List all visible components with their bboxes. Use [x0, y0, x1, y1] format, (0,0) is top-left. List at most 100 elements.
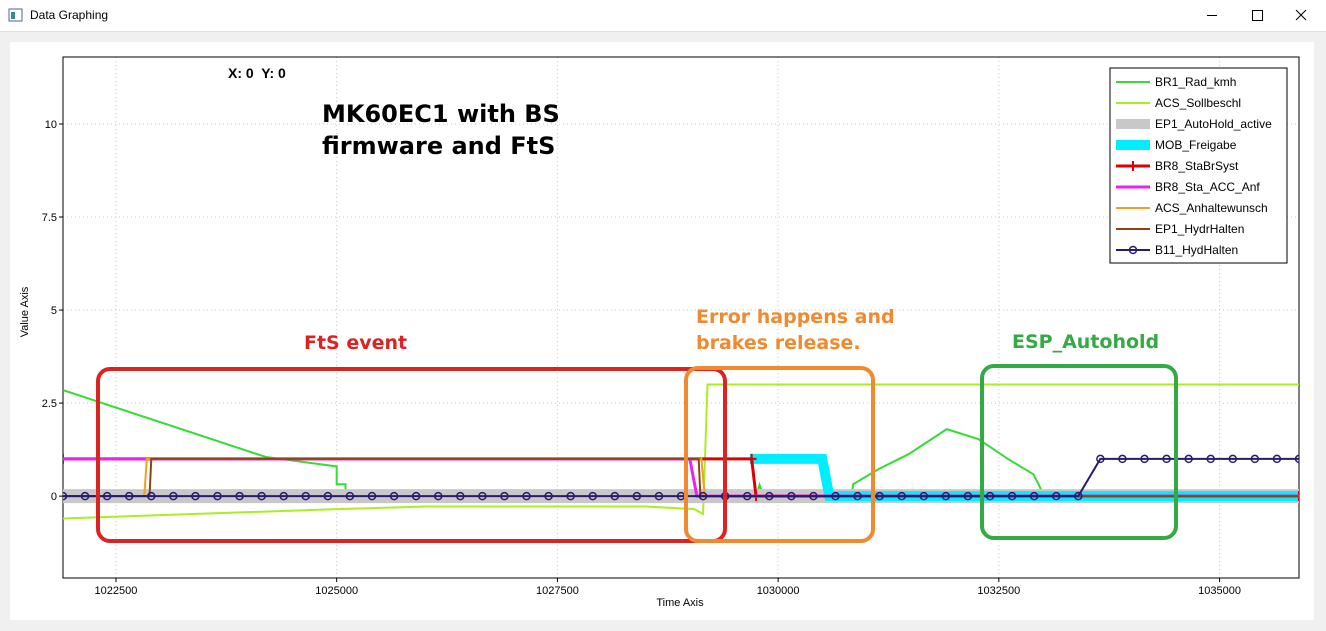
series-marker [1118, 454, 1127, 464]
series-marker [853, 491, 862, 501]
app-icon [11, 12, 15, 19]
series-marker [1250, 454, 1260, 464]
legend-label: ACS_Anhaltewunsch [1155, 201, 1268, 215]
series-marker [169, 491, 178, 501]
series-marker [1272, 454, 1282, 464]
series-marker [941, 491, 951, 501]
series-marker [1096, 454, 1105, 464]
x-tick-label: 1025000 [315, 585, 358, 597]
series-line [63, 383, 1299, 520]
series-marker [147, 491, 156, 501]
x-tick-label: 1022500 [95, 585, 138, 597]
window-title: Data Graphing [30, 8, 109, 22]
y-tick-label: 2.5 [42, 398, 57, 410]
series-marker [698, 491, 708, 501]
series-marker [897, 491, 906, 501]
series-marker [588, 491, 597, 501]
x-tick-label: 1032500 [977, 585, 1020, 597]
series-marker [1051, 491, 1061, 501]
series-marker [765, 491, 774, 501]
series-marker [102, 491, 112, 501]
y-tick-label: 10 [45, 119, 57, 131]
series-marker [746, 453, 757, 464]
series-marker [124, 491, 134, 501]
series-marker [191, 491, 200, 501]
y-axis-label: Value Axis [19, 286, 31, 337]
series-marker [875, 491, 884, 501]
series-marker [63, 491, 68, 501]
annotation-box [96, 367, 727, 543]
series-marker [411, 491, 421, 501]
annotation-box [980, 364, 1178, 540]
series-marker [522, 491, 531, 501]
series-marker [1162, 454, 1171, 464]
series-marker [257, 491, 266, 501]
x-tick-label: 1027500 [536, 585, 579, 597]
series-marker [610, 491, 620, 501]
series-marker [787, 491, 796, 501]
series-marker [1228, 454, 1238, 464]
series-marker [478, 491, 487, 501]
series-marker [279, 491, 288, 501]
legend-marker [1128, 161, 1138, 171]
close-button[interactable] [1295, 9, 1307, 21]
series-marker [389, 491, 399, 501]
series-line [63, 389, 1299, 498]
legend-label: EP1_HydrHalten [1155, 222, 1244, 236]
series-marker [1294, 454, 1299, 464]
series-marker [433, 491, 443, 501]
legend-label: BR8_Sta_ACC_Anf [1155, 180, 1260, 194]
series-marker [367, 491, 377, 501]
series-line [63, 457, 1299, 498]
legend-label: BR8_StaBrSyst [1155, 159, 1239, 173]
series-marker [1184, 454, 1193, 464]
series-marker [831, 491, 840, 501]
series-marker [919, 491, 929, 501]
annotation: ESP_Autohold [1012, 331, 1160, 353]
y-tick-label: 5 [51, 305, 57, 317]
title-bar: Data Graphing [0, 0, 1326, 32]
series-marker [500, 491, 509, 501]
title-bar-icons [8, 8, 1307, 22]
series-marker [566, 491, 575, 501]
annotation-box [684, 366, 875, 543]
series-marker [963, 491, 973, 501]
series-marker [80, 491, 90, 501]
series-marker [985, 491, 995, 501]
series-marker [301, 491, 311, 501]
y-tick-label: 7.5 [42, 212, 57, 224]
x-tick-label: 1035000 [1198, 585, 1241, 597]
series-marker [1206, 454, 1215, 464]
series-marker [544, 491, 553, 501]
series-marker [323, 491, 333, 501]
y-tick-label: 0 [51, 491, 57, 503]
legend-label: MOB_Freigabe [1155, 138, 1237, 152]
series-marker [1029, 491, 1039, 501]
plot-frame [62, 56, 1300, 579]
series-marker [654, 491, 664, 501]
series-marker [235, 491, 244, 501]
plot-area [63, 383, 1299, 520]
series-marker [345, 491, 355, 501]
series-marker [632, 491, 642, 501]
annotation: FtS event [304, 332, 408, 354]
series-marker [1007, 491, 1017, 501]
series-marker [213, 491, 222, 501]
series-marker [456, 491, 465, 501]
legend-label: BR1_Rad_kmh [1155, 75, 1236, 89]
series-marker [1074, 491, 1083, 501]
x-axis-label: Time Axis [656, 597, 704, 609]
legend-marker [1128, 245, 1138, 255]
legend-label: ACS_Sollbeschl [1155, 96, 1241, 110]
x-tick-label: 1030000 [757, 585, 800, 597]
legend-label: EP1_AutoHold_active [1155, 117, 1272, 131]
series-marker [1140, 454, 1149, 464]
coordinate-readout: X: 0 Y: 0 [228, 65, 286, 81]
annotation: Error happens and brakes release. [696, 306, 895, 354]
legend-label: B11_HydHalten [1155, 243, 1238, 257]
maximize-button[interactable] [1252, 10, 1263, 21]
series-marker [742, 491, 752, 501]
annotation: MK60EC1 with BS firmware and FtS [322, 100, 560, 161]
